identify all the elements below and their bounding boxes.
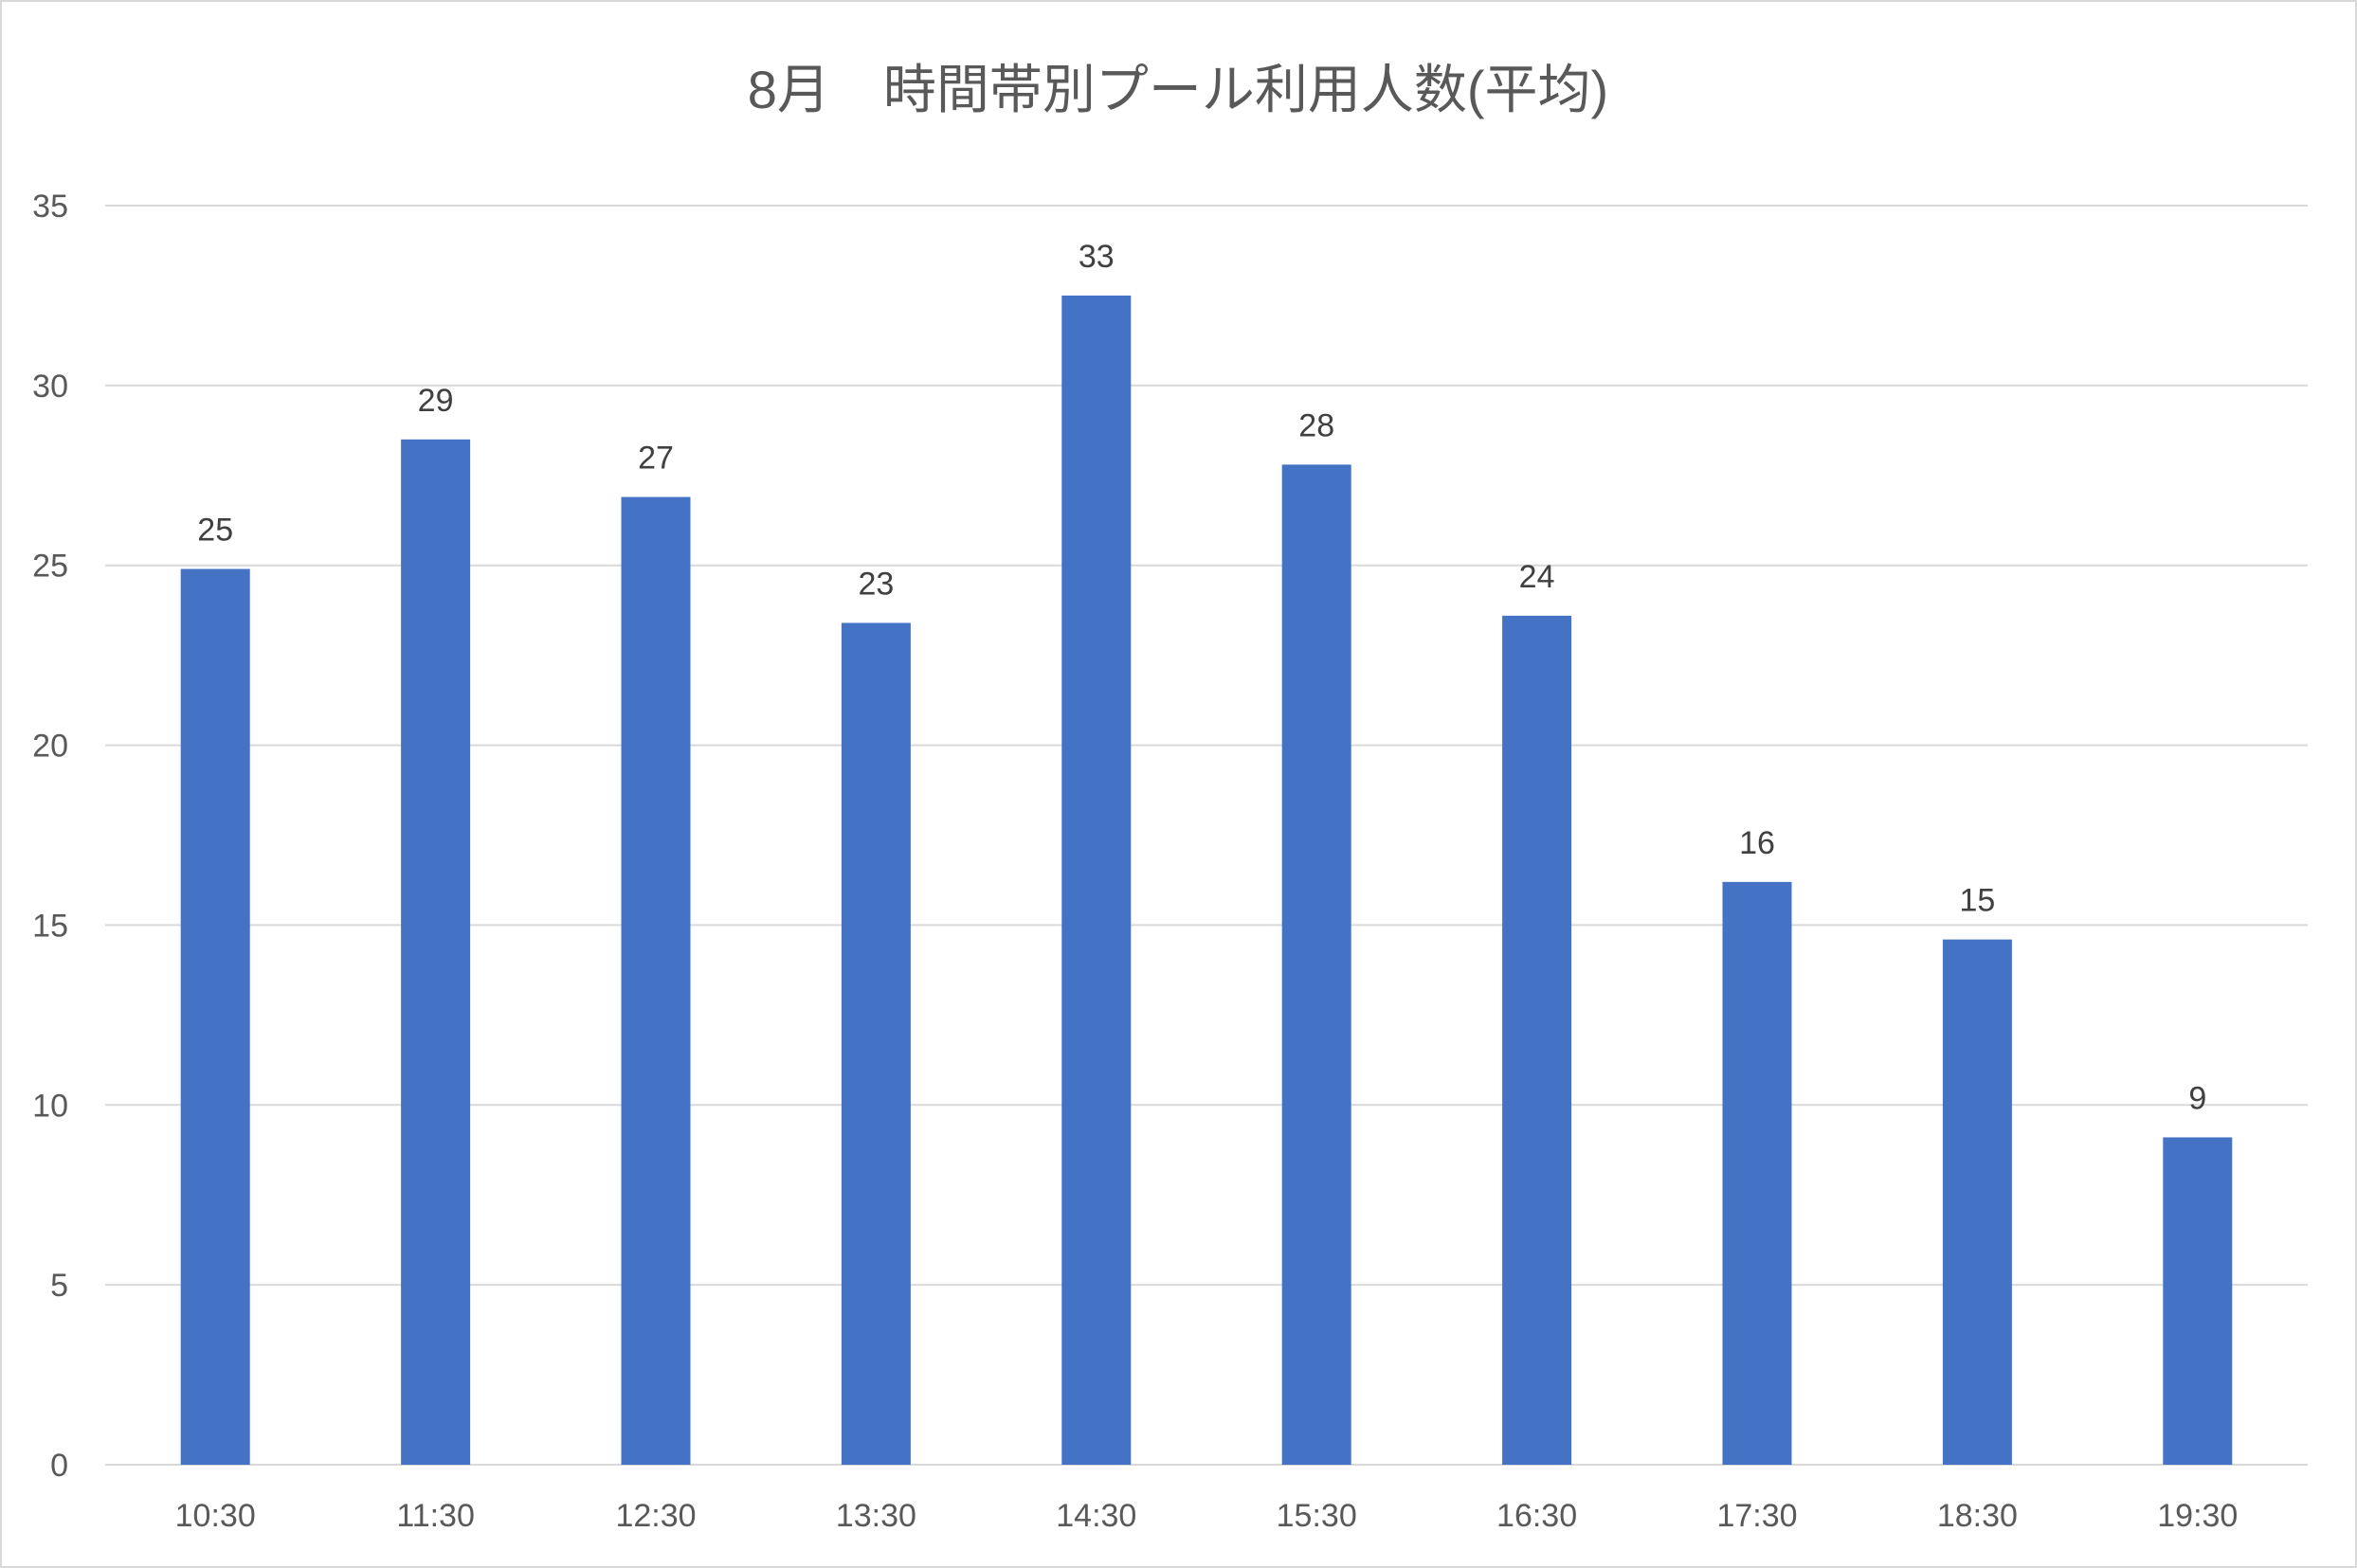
y-tick-label: 35 (32, 189, 68, 225)
x-tick-label: 18:30 (1937, 1498, 2018, 1534)
data-label: 28 (1298, 407, 1334, 443)
y-tick-label: 20 (32, 729, 68, 765)
y-tick-label: 0 (50, 1448, 68, 1484)
data-label: 9 (2188, 1080, 2206, 1116)
data-label: 25 (197, 513, 233, 549)
y-axis-tick-labels: 0 5 10 15 20 25 30 35 (32, 189, 68, 1484)
data-label: 15 (1959, 883, 1995, 919)
y-tick-label: 25 (32, 549, 68, 585)
x-tick-label: 11:30 (396, 1498, 475, 1534)
data-label: 29 (418, 383, 454, 419)
bar (2163, 1137, 2233, 1465)
y-tick-label: 10 (32, 1088, 68, 1124)
x-tick-label: 14:30 (1056, 1498, 1136, 1534)
data-label: 16 (1739, 825, 1775, 861)
x-tick-label: 15:30 (1277, 1498, 1357, 1534)
gridlines (105, 205, 2308, 1466)
x-tick-label: 17:30 (1716, 1498, 1797, 1534)
data-labels: 25 29 27 23 33 28 24 16 15 9 (197, 239, 2206, 1117)
data-label: 24 (1519, 559, 1555, 595)
bar (841, 622, 911, 1465)
data-label: 23 (858, 566, 894, 602)
bar (621, 496, 691, 1465)
bar (1061, 295, 1132, 1465)
bar (1942, 939, 2012, 1465)
data-label: 27 (638, 441, 674, 477)
x-axis-tick-labels: 10:30 11:30 12:30 13:30 14:30 15:30 16:30 17:30… (175, 1498, 2239, 1534)
y-tick-label: 15 (32, 908, 68, 944)
x-tick-label: 10:30 (175, 1498, 256, 1534)
bars (180, 295, 2233, 1465)
bar (1722, 881, 1792, 1465)
y-tick-label: 5 (50, 1268, 68, 1304)
bar (401, 439, 471, 1465)
x-tick-label: 16:30 (1496, 1498, 1577, 1534)
data-label: 33 (1079, 239, 1115, 275)
chart-title: 8月 時間帯別プール利用人数(平均) (748, 60, 1608, 119)
x-tick-label: 19:30 (2157, 1498, 2238, 1534)
x-tick-label: 13:30 (836, 1498, 916, 1534)
bar (1502, 615, 1572, 1465)
y-tick-label: 30 (32, 369, 68, 405)
bar (1281, 464, 1351, 1465)
bar (180, 568, 250, 1465)
x-tick-label: 12:30 (615, 1498, 696, 1534)
